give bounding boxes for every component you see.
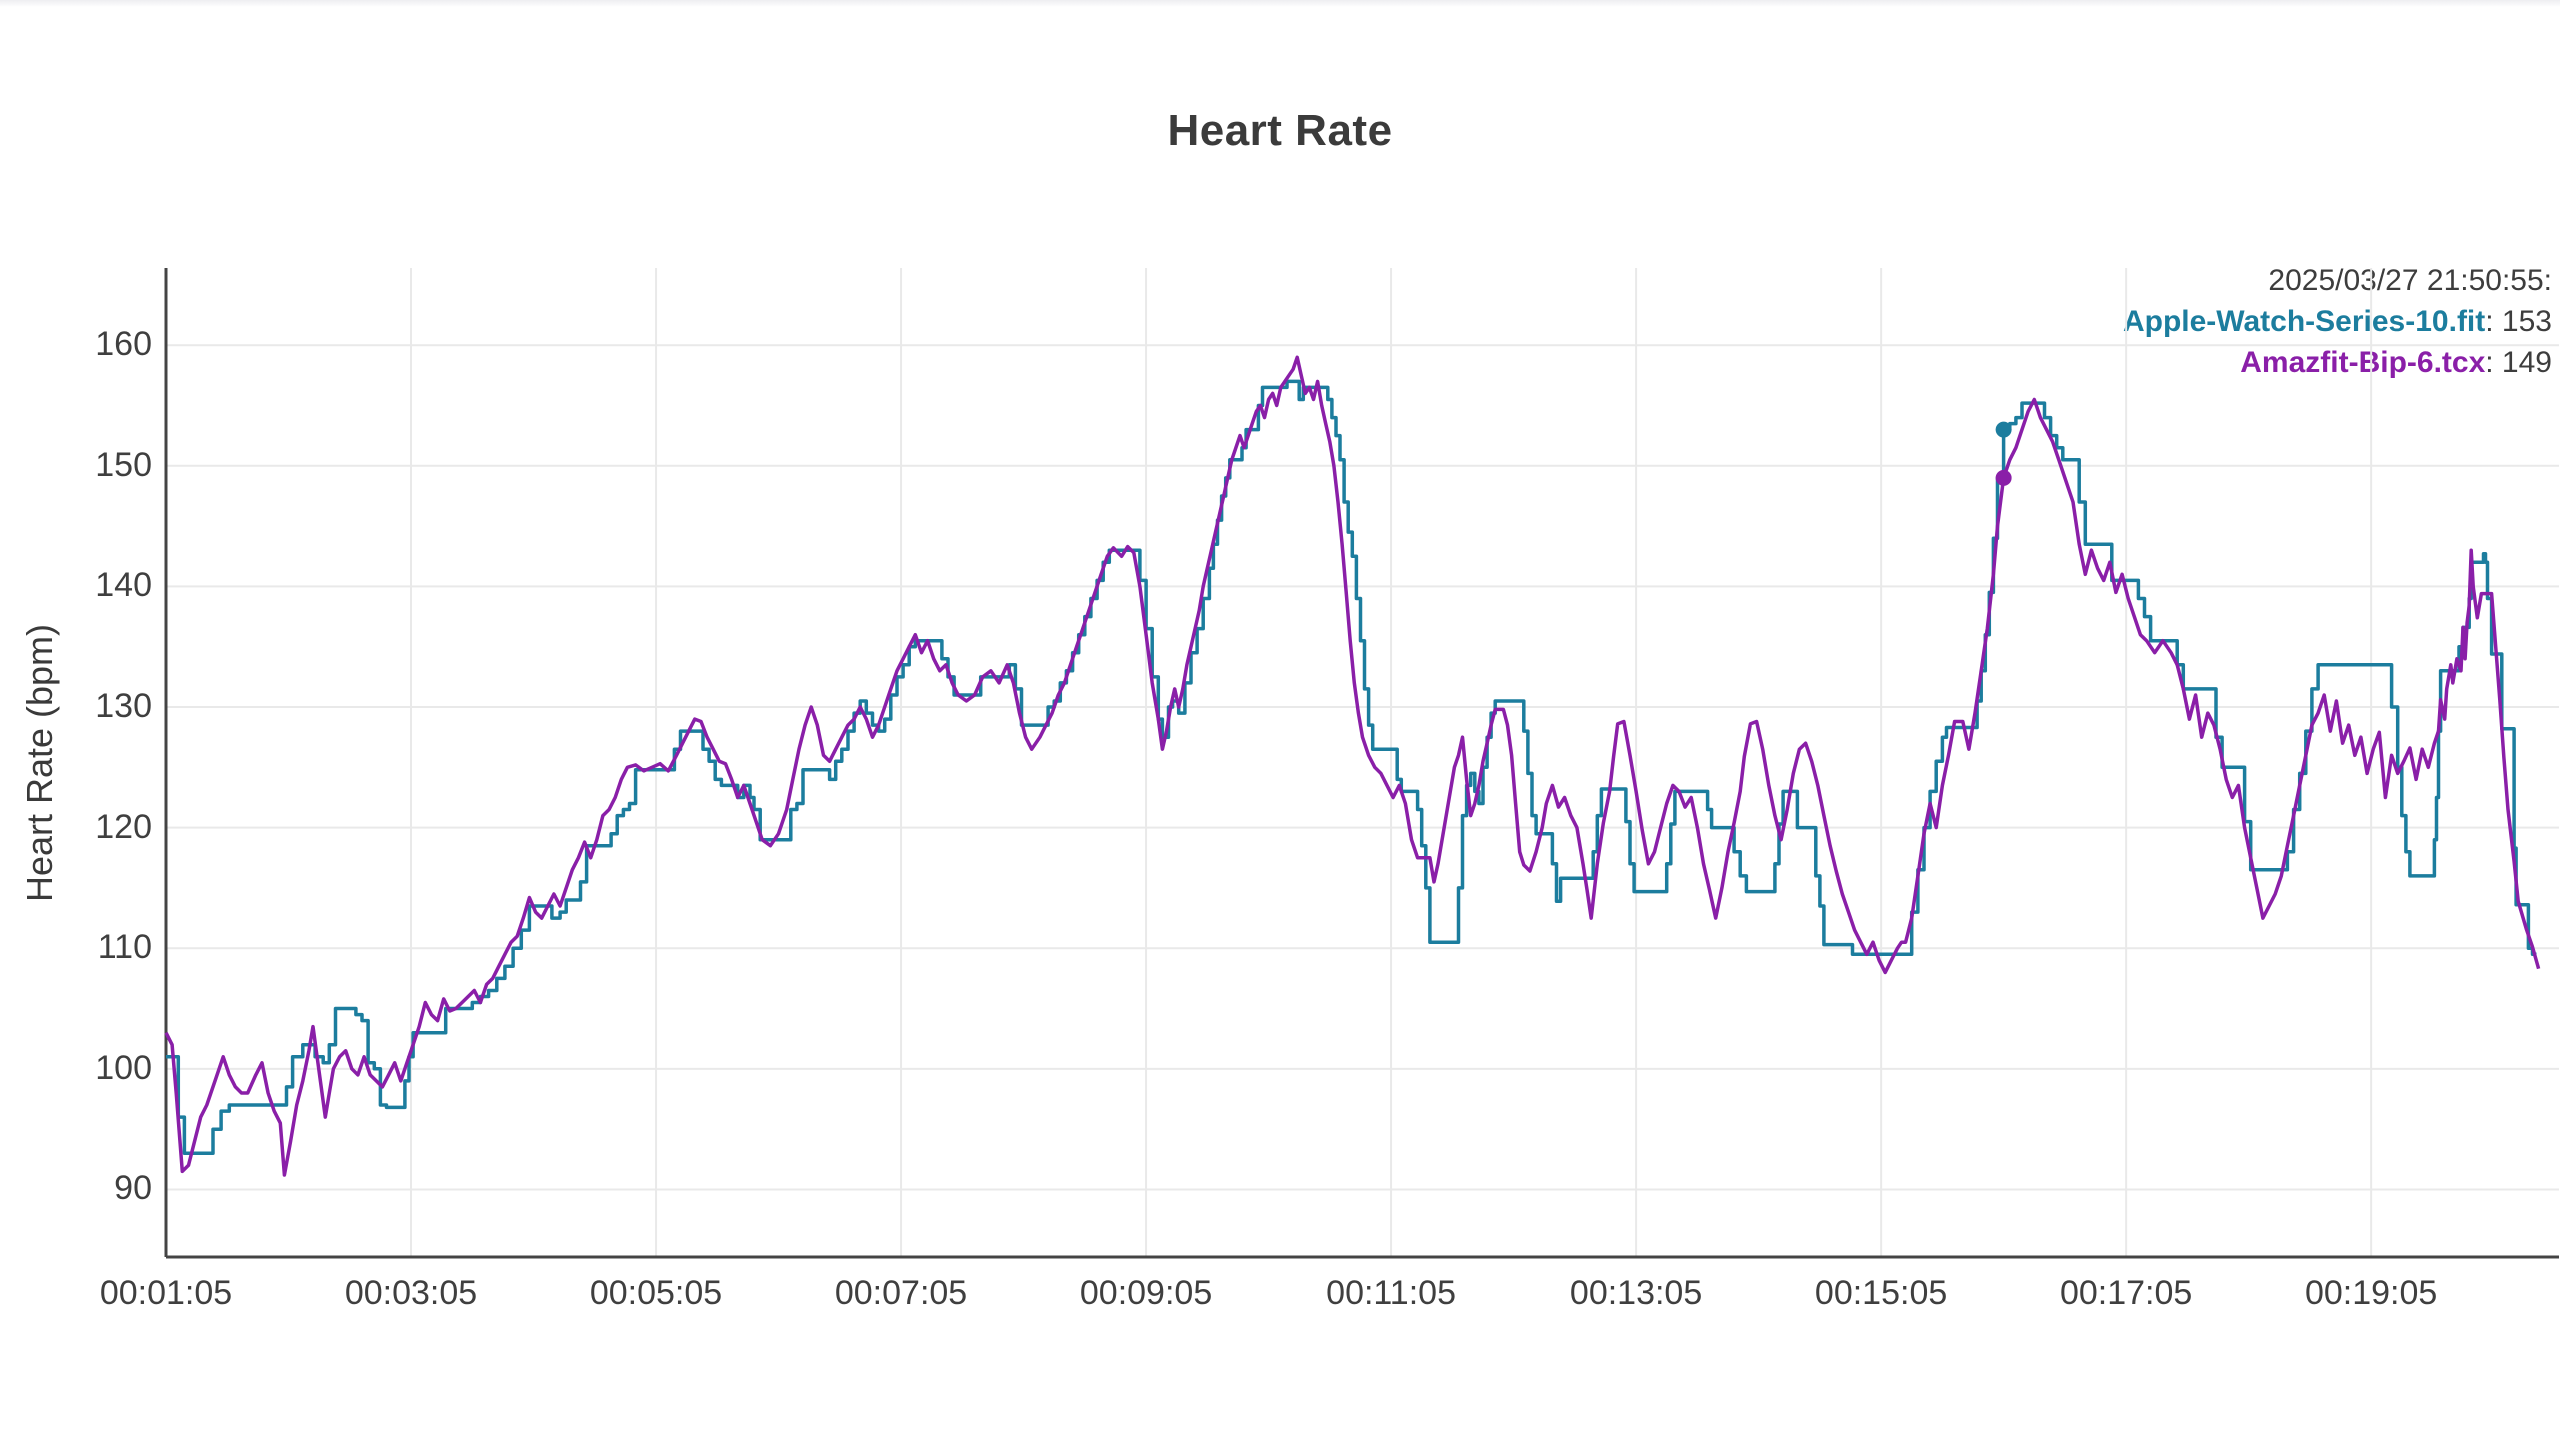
y-tick-label: 120 bbox=[95, 807, 152, 846]
x-tick-label: 00:11:05 bbox=[1326, 1274, 1456, 1312]
top-edge-artifact bbox=[0, 0, 2560, 7]
y-tick-label: 140 bbox=[95, 566, 152, 605]
y-tick-label: 150 bbox=[95, 445, 152, 484]
x-tick-label: 00:19:05 bbox=[2304, 1274, 2438, 1312]
legend-label-amazfit[interactable]: Amazfit-Bip-6.tcx bbox=[2240, 346, 2486, 379]
y-tick-label: 110 bbox=[97, 928, 152, 967]
hover-marker-apple-watch bbox=[1995, 421, 2012, 438]
legend-row-apple-watch: Apple-Watch-Series-10.fit: 153 bbox=[2123, 301, 2552, 342]
x-tick-label: 00:09:05 bbox=[1079, 1274, 1213, 1312]
legend-value-apple-watch: : 153 bbox=[2485, 305, 2552, 338]
y-tick-label: 100 bbox=[95, 1048, 152, 1087]
y-tick-label: 130 bbox=[95, 687, 152, 726]
x-tick-label: 00:07:05 bbox=[834, 1274, 968, 1312]
legend-label-apple-watch[interactable]: Apple-Watch-Series-10.fit bbox=[2122, 305, 2486, 338]
y-tick-label: 160 bbox=[95, 325, 152, 364]
hover-marker-amazfit bbox=[1995, 469, 2012, 486]
x-tick-label: 00:15:05 bbox=[1814, 1274, 1948, 1312]
x-tick-label: 00:17:05 bbox=[2059, 1274, 2193, 1312]
x-tick-label: 00:13:05 bbox=[1569, 1274, 1703, 1312]
x-tick-label: 00:03:05 bbox=[344, 1274, 478, 1312]
chart-title: Heart Rate bbox=[1167, 106, 1393, 155]
hover-legend: 2025/03/27 21:50:55: Apple-Watch-Series-… bbox=[2123, 260, 2552, 383]
hover-timestamp: 2025/03/27 21:50:55: bbox=[2268, 264, 2552, 297]
x-tick-label: 00:05:05 bbox=[589, 1274, 723, 1312]
legend-value-amazfit: : 149 bbox=[2485, 346, 2552, 379]
legend-row-amazfit: Amazfit-Bip-6.tcx: 149 bbox=[2123, 342, 2552, 383]
series-line-apple-watch[interactable] bbox=[166, 379, 2537, 1156]
x-tick-label: 00:01:05 bbox=[99, 1274, 233, 1312]
y-tick-label: 90 bbox=[114, 1169, 152, 1208]
series-line-amazfit[interactable] bbox=[164, 355, 2541, 1177]
